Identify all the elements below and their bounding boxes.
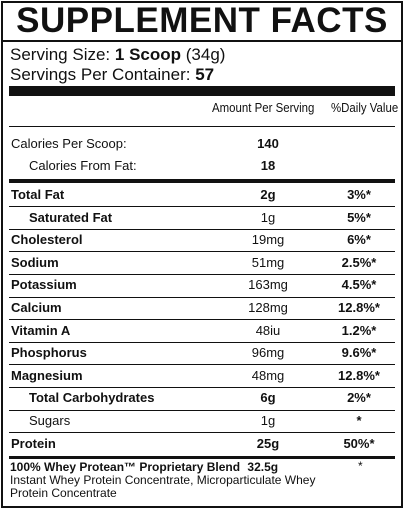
nutrient-amount: 25g [256, 435, 280, 451]
nutrient-row: Protein 25g 50%* [3, 433, 401, 455]
nutrient-name: Cholesterol [11, 232, 83, 248]
nutrient-row: Sodium 51mg 2.5%* [3, 252, 401, 274]
blend-ingredients-line-2: Protein Concentrate [10, 486, 117, 500]
nutrient-daily-value: * [356, 413, 362, 428]
nutrient-row: Cholesterol 19mg 6%* [3, 229, 401, 251]
nutrient-row: Sugars 1g * [3, 410, 401, 432]
nutrient-row: Calcium 128mg 12.8%* [3, 297, 401, 319]
serving-size-weight: (34g) [185, 45, 226, 64]
calories-from-fat-amount: 18 [260, 158, 276, 173]
row-divider [9, 273, 395, 275]
row-divider [9, 364, 395, 366]
nutrient-daily-value: 12.8%* [338, 367, 380, 383]
row-divider [9, 341, 395, 343]
blend-ingredients-line-1: Instant Whey Protein Concentrate, Microp… [10, 473, 316, 487]
row-divider [9, 228, 395, 230]
thick-divider [9, 86, 395, 96]
nutrient-name: Protein [11, 435, 56, 451]
nutrient-name: Potassium [11, 277, 77, 293]
nutrient-name: Magnesium [11, 367, 83, 383]
nutrient-amount: 19mg [251, 232, 285, 248]
header-rule [9, 126, 395, 127]
calories-label: Calories Per Scoop: [11, 136, 127, 151]
nutrient-daily-value: 3%* [347, 187, 371, 202]
calories-from-fat-label: Calories From Fat: [29, 158, 137, 173]
nutrient-amount: 6g [260, 390, 276, 406]
nutrient-amount: 1g [260, 209, 276, 225]
nutrient-name: Phosphorus [11, 345, 87, 361]
nutrient-row: Potassium 163mg 4.5%* [3, 274, 401, 296]
nutrient-daily-value: 6%* [347, 232, 371, 248]
nutrient-row: Total Fat 2g 3%* [3, 184, 401, 206]
nutrient-daily-value: 5%* [347, 209, 371, 225]
nutrient-daily-value: 12.8%* [338, 300, 380, 315]
blend-daily-value: * [358, 459, 363, 473]
nutrient-daily-value: 9.6%* [341, 345, 377, 361]
nutrient-daily-value: 2%* [347, 390, 371, 406]
nutrient-amount: 51mg [251, 254, 285, 270]
nutrient-amount: 48mg [251, 367, 285, 383]
serving-size-label: Serving Size: [10, 45, 111, 64]
nutrient-name: Sodium [11, 254, 59, 270]
row-divider [9, 296, 395, 298]
nutrient-row: Magnesium 48mg 12.8%* [3, 365, 401, 387]
nutrient-amount: 128mg [248, 300, 288, 315]
blend-rule [9, 456, 395, 459]
calories-amount: 140 [257, 136, 279, 151]
title-rule [3, 40, 401, 42]
row-divider [9, 251, 395, 253]
nutrient-name: Saturated Fat [29, 209, 113, 225]
nutrient-name: Sugars [29, 413, 71, 428]
nutrient-daily-value: 2.5%* [341, 254, 377, 270]
nutrient-row: Vitamin A 48iu 1.2%* [3, 320, 401, 342]
proprietary-blend: 100% Whey Protean™ Proprietary Blend 32.… [10, 461, 400, 500]
nutrient-amount: 96mg [251, 345, 285, 361]
blend-amount: 32.5g [247, 460, 279, 474]
nutrient-row: Total Carbohydrates 6g 2%* [3, 387, 401, 409]
servings-value: 57 [195, 65, 215, 84]
row-divider [9, 319, 395, 321]
header-daily-value: %Daily Value [331, 100, 399, 115]
servings-per-container-line: Servings Per Container: 57 [10, 65, 214, 85]
nutrient-daily-value: 4.5%* [341, 277, 377, 293]
nutrient-name: Vitamin A [11, 322, 71, 338]
serving-size-line: Serving Size: 1 Scoop (34g) [10, 45, 225, 65]
calories-thick-rule [9, 179, 395, 183]
nutrient-daily-value: 1.2%* [341, 322, 377, 338]
nutrient-amount: 1g [260, 413, 276, 428]
nutrient-daily-value: 50%* [343, 435, 375, 451]
nutrient-amount: 163mg [248, 277, 288, 293]
blend-name: 100% Whey Protean™ Proprietary Blend [10, 460, 241, 474]
row-divider [9, 409, 395, 411]
header-amount-per-serving: Amount Per Serving [212, 100, 315, 115]
nutrient-row: Saturated Fat 1g 5%* [3, 207, 401, 229]
servings-label: Servings Per Container: [10, 65, 191, 84]
serving-size-value: 1 Scoop [114, 45, 182, 64]
row-divider [9, 206, 395, 208]
calories-from-fat-row: Calories From Fat: 18 [3, 155, 401, 177]
nutrient-name: Total Fat [11, 187, 65, 202]
nutrient-name: Total Carbohydrates [29, 390, 155, 406]
calories-row: Calories Per Scoop: 140 [3, 133, 401, 155]
panel-title: SUPPLEMENT FACTS [16, 1, 388, 40]
nutrient-amount: 2g [260, 187, 276, 202]
nutrient-name: Calcium [11, 300, 62, 315]
row-divider [9, 386, 395, 388]
nutrient-row: Phosphorus 96mg 9.6%* [3, 342, 401, 364]
nutrient-amount: 48iu [255, 322, 281, 338]
row-divider [9, 432, 395, 434]
